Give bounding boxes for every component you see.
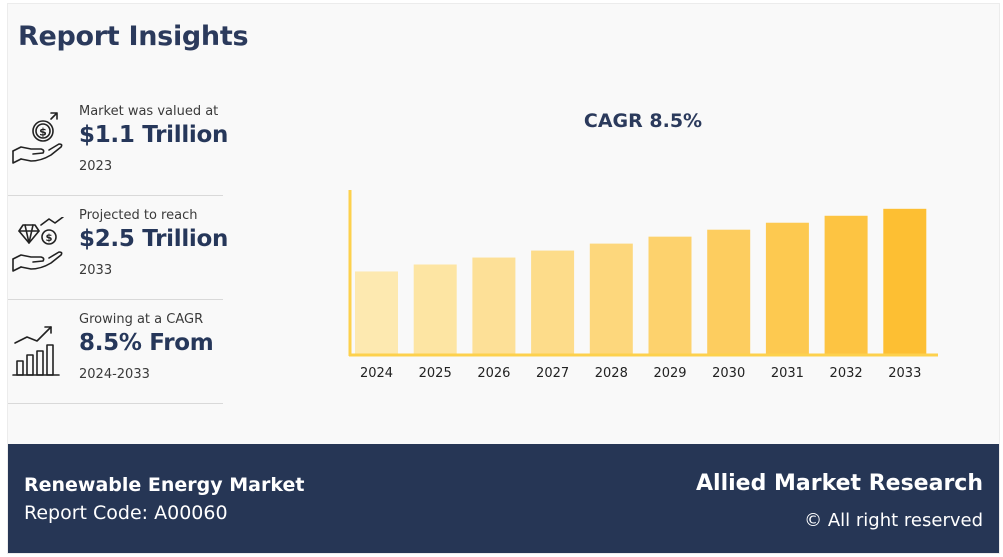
bar-2028: [589, 243, 633, 355]
x-tick-label: 2032: [830, 366, 863, 381]
svg-text:$: $: [39, 126, 47, 139]
x-tick-label: 2029: [653, 366, 686, 381]
stat-cagr: Growing at a CAGR 8.5% From 2024-2033: [8, 299, 223, 404]
x-tick-label: 2033: [888, 366, 921, 381]
stat-value: 8.5% From: [79, 330, 214, 356]
bar-2032: [824, 215, 868, 355]
bar-2030: [707, 229, 751, 355]
footer-report-code: Report Code: A00060: [24, 502, 228, 524]
x-tick-label: 2027: [536, 366, 569, 381]
footer-brand: Allied Market Research: [696, 471, 983, 496]
bar-2029: [648, 236, 692, 355]
diamond-hand-icon: $: [12, 217, 64, 272]
stat-label: Projected to reach: [79, 208, 198, 223]
stat-projected-value: $ Projected to reach $2.5 Trillion 2033: [8, 195, 228, 300]
x-tick-label: 2024: [360, 366, 393, 381]
stat-year: 2024-2033: [79, 367, 150, 382]
stat-value: $2.5 Trillion: [79, 226, 229, 252]
money-hand-icon: $: [12, 112, 63, 164]
x-tick-label: 2028: [595, 366, 628, 381]
stat-year: 2023: [79, 159, 113, 174]
report-insights-card: Report Insights $ Market was valued at $…: [7, 3, 1000, 554]
bar-2033: [883, 208, 927, 355]
bar-2031: [765, 222, 809, 355]
cagr-bar-chart: CAGR 8.5% 2024 2025 2026 2027 2028 2029 2030 203…: [348, 110, 938, 381]
x-tick-label: 2030: [712, 366, 745, 381]
stat-market-value: $ Market was valued at $1.1 Trillion 202…: [8, 91, 228, 196]
bar-2024: [355, 271, 398, 355]
bar-2027: [531, 250, 575, 355]
x-tick-label: 2026: [477, 366, 510, 381]
svg-text:$: $: [46, 233, 53, 244]
x-tick-label: 2031: [771, 366, 804, 381]
stat-year: 2033: [79, 263, 113, 278]
footer: Renewable Energy Market Report Code: A00…: [8, 444, 999, 553]
stat-value: $1.1 Trillion: [79, 122, 229, 148]
stat-label: Market was valued at: [79, 104, 219, 119]
page-title: Report Insights: [18, 21, 249, 52]
footer-copyright: © All right reserved: [804, 510, 983, 531]
chart-title: CAGR 8.5%: [584, 110, 702, 132]
stat-label: Growing at a CAGR: [79, 312, 204, 327]
bar-2026: [472, 257, 516, 355]
footer-market-name: Renewable Energy Market: [24, 474, 305, 496]
growth-bars-icon: [12, 326, 60, 376]
bar-2025: [413, 264, 457, 355]
x-tick-label: 2025: [419, 366, 452, 381]
